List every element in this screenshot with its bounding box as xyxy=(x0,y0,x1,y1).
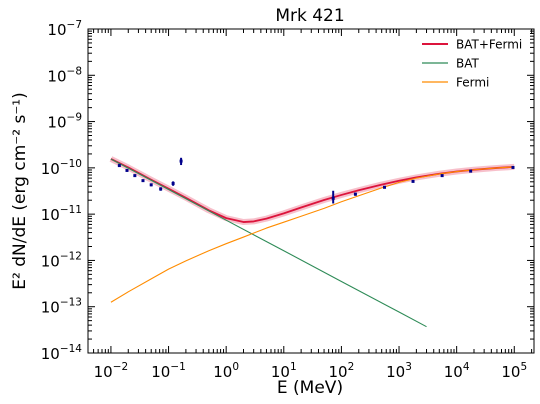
x-tick-label: 102 xyxy=(329,361,355,381)
data-point xyxy=(469,169,473,173)
model-curves xyxy=(109,156,515,328)
data-point xyxy=(331,196,335,200)
x-tick-label: 10−2 xyxy=(94,361,129,381)
data-point xyxy=(141,179,145,183)
data-point xyxy=(149,183,153,187)
data-points xyxy=(117,157,515,204)
y-tick-label: 10−10 xyxy=(41,158,82,178)
y-tick-label: 10−14 xyxy=(41,343,83,363)
y-tick-label: 10−8 xyxy=(47,65,82,85)
data-point xyxy=(171,181,175,185)
y-tick-label: 10−7 xyxy=(47,19,82,39)
y-tick-label: 10−11 xyxy=(41,204,82,224)
data-point xyxy=(440,174,444,178)
data-point xyxy=(133,174,137,178)
axis-tick-labels: 10−2 10−1 100 101 102 103 104 105 10−14 10−13 10−1… xyxy=(41,19,527,381)
x-tick-label: 100 xyxy=(213,361,239,381)
x-tick-label: 105 xyxy=(501,361,527,381)
legend-label: Fermi xyxy=(456,76,489,90)
y-tick-label: 10−12 xyxy=(41,250,82,270)
data-point xyxy=(511,165,515,169)
data-point xyxy=(179,159,183,163)
chart-title: Mrk 421 xyxy=(275,6,344,26)
legend-label: BAT xyxy=(456,57,480,71)
x-tick-label: 103 xyxy=(386,361,412,381)
data-point xyxy=(411,179,415,183)
data-point xyxy=(117,164,121,168)
y-tick-label: 10−13 xyxy=(41,297,82,317)
y-axis-title-text: E² dN/dE (erg cm⁻² s⁻¹) xyxy=(10,92,30,289)
bat-curve xyxy=(110,158,427,328)
y-axis-title: E² dN/dE (erg cm⁻² s⁻¹) xyxy=(10,92,30,289)
fermi-curve xyxy=(110,166,515,303)
data-point xyxy=(353,192,357,196)
data-point xyxy=(125,168,129,172)
legend-label: BAT+Fermi xyxy=(456,38,522,52)
axis-ticks xyxy=(87,28,534,354)
legend: BAT+Fermi BAT Fermi xyxy=(422,38,522,90)
x-tick-label: 101 xyxy=(271,361,297,381)
data-point xyxy=(159,187,163,191)
x-axis-title: E (MeV) xyxy=(277,378,343,398)
x-tick-label: 10−1 xyxy=(151,361,186,381)
data-point xyxy=(383,185,387,189)
x-tick-label: 104 xyxy=(444,361,470,381)
y-tick-label: 10−9 xyxy=(47,112,82,132)
y-axis-title-group: E² dN/dE (erg cm⁻² s⁻¹) xyxy=(10,92,30,289)
